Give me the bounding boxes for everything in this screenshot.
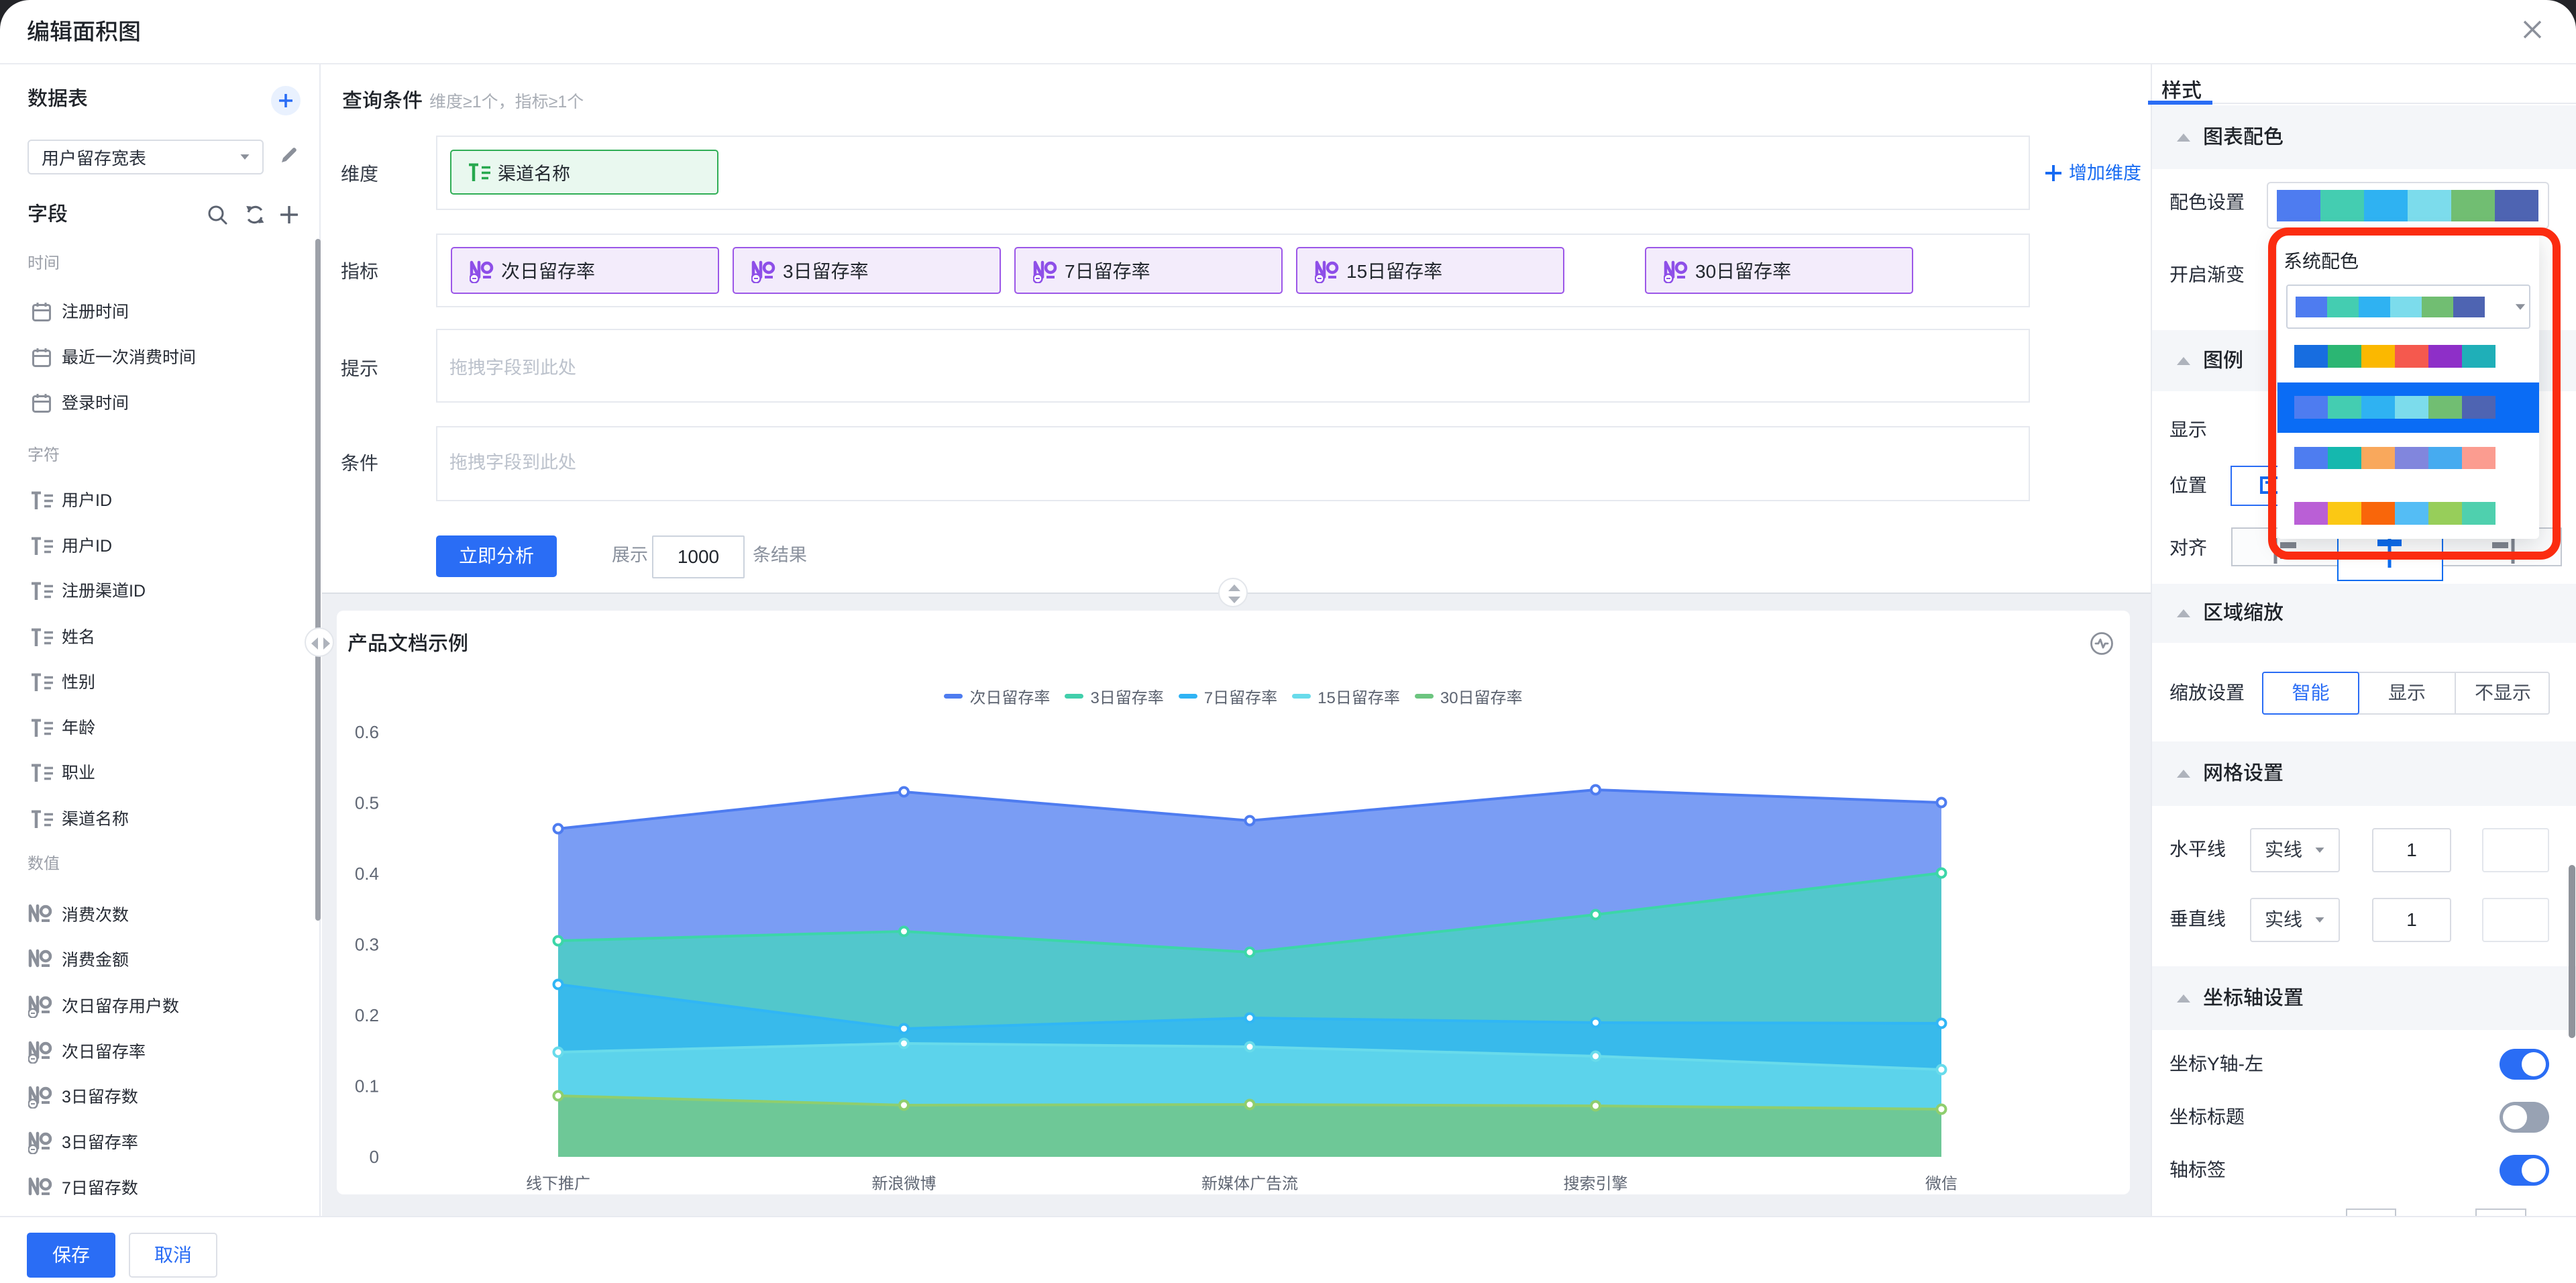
svg-text:线下推广: 线下推广 — [526, 1175, 590, 1193]
svg-text:搜索引擎: 搜索引擎 — [1564, 1175, 1628, 1193]
svg-text:微信: 微信 — [1925, 1175, 1957, 1193]
svg-text:0.3: 0.3 — [355, 935, 379, 955]
svg-text:0.6: 0.6 — [355, 722, 379, 742]
svg-text:0.1: 0.1 — [355, 1076, 379, 1096]
svg-text:新浪微博: 新浪微博 — [872, 1175, 936, 1193]
svg-text:新媒体广告流: 新媒体广告流 — [1201, 1175, 1298, 1193]
svg-text:0.2: 0.2 — [355, 1005, 379, 1025]
svg-text:0.4: 0.4 — [355, 864, 379, 884]
svg-text:0: 0 — [370, 1147, 379, 1167]
svg-text:0.5: 0.5 — [355, 793, 379, 813]
